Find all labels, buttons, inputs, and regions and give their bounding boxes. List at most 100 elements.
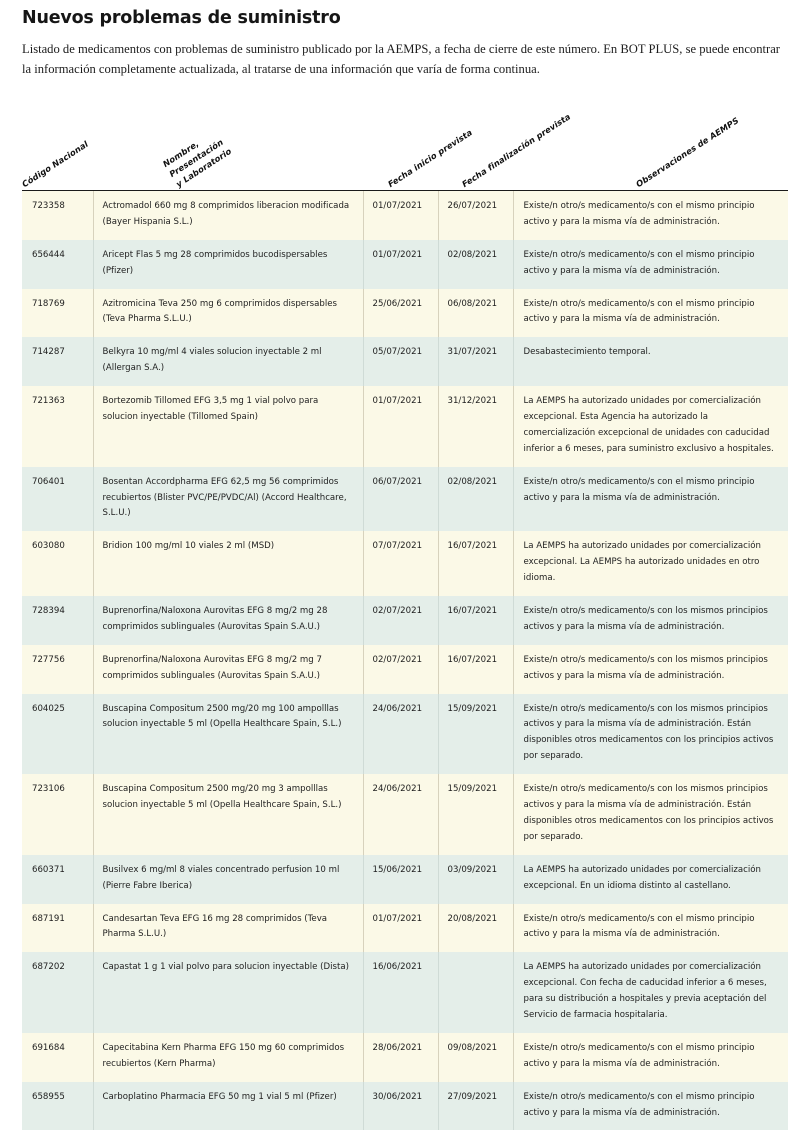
cell-fecha-finalizacion-prevista: 09/08/2021 [438, 1032, 514, 1082]
cell-observaciones-aemps: Existe/n otro/s medicamento/s con los mi… [513, 774, 788, 855]
column-header-nombre-presentacion-laboratorio: Nombre, Presentación y Laboratorio [160, 136, 234, 190]
cell-fecha-inicio-prevista: 24/06/2021 [363, 774, 439, 855]
cell-codigo-nacional: 723106 [22, 774, 94, 855]
cell-fecha-inicio-prevista: 01/07/2021 [363, 191, 439, 240]
cell-fecha-finalizacion-prevista: 26/07/2021 [438, 191, 514, 240]
cell-fecha-inicio-prevista: 15/06/2021 [363, 854, 439, 904]
table-row: 691684 Capecitabina Kern Pharma EFG 150 m… [22, 1032, 788, 1082]
cell-fecha-finalizacion-prevista: 02/08/2021 [438, 239, 514, 289]
cell-nombre-presentacion-laboratorio: Candesartan Teva EFG 16 mg 28 comprimido… [93, 903, 364, 953]
cell-fecha-finalizacion-prevista: 15/09/2021 [438, 774, 514, 855]
cell-nombre-presentacion-laboratorio: Bridion 100 mg/ml 10 viales 2 ml (MSD) [93, 531, 364, 597]
cell-observaciones-aemps: La AEMPS ha autorizado unidades por come… [513, 386, 788, 467]
cell-nombre-presentacion-laboratorio: Busilvex 6 mg/ml 8 viales concentrado pe… [93, 854, 364, 904]
cell-fecha-inicio-prevista: 25/06/2021 [363, 288, 439, 338]
cell-observaciones-aemps: Existe/n otro/s medicamento/s con los mi… [513, 693, 788, 775]
cell-nombre-presentacion-laboratorio: Buprenorfina/Naloxona Aurovitas EFG 8 mg… [93, 596, 364, 645]
table-row: 706401 Bosentan Accordpharma EFG 62,5 mg … [22, 466, 788, 532]
cell-codigo-nacional: 723358 [22, 191, 94, 240]
document-page: Nuevos problemas de suministro Listado d… [0, 8, 810, 1130]
cell-nombre-presentacion-laboratorio: Carboplatino Pharmacia EFG 50 mg 1 vial … [93, 1081, 364, 1130]
table-row: 721363 Bortezomib Tillomed EFG 3,5 mg 1 v… [22, 386, 788, 467]
cell-nombre-presentacion-laboratorio: Azitromicina Teva 250 mg 6 comprimidos d… [93, 288, 364, 338]
intro-paragraph: Listado de medicamentos con problemas de… [22, 42, 780, 76]
cell-nombre-presentacion-laboratorio: Bortezomib Tillomed EFG 3,5 mg 1 vial po… [93, 386, 364, 467]
cell-observaciones-aemps: Existe/n otro/s medicamento/s con el mis… [513, 1032, 788, 1082]
cell-fecha-inicio-prevista: 24/06/2021 [363, 693, 439, 775]
cell-fecha-finalizacion-prevista: 02/08/2021 [438, 466, 514, 532]
table-row: 723358 Actromadol 660 mg 8 comprimidos li… [22, 191, 788, 240]
cell-observaciones-aemps: La AEMPS ha autorizado unidades por come… [513, 952, 788, 1033]
table-row: 723106 Buscapina Compositum 2500 mg/20 mg… [22, 774, 788, 855]
cell-nombre-presentacion-laboratorio: Buscapina Compositum 2500 mg/20 mg 3 amp… [93, 774, 364, 855]
cell-fecha-finalizacion-prevista: 03/09/2021 [438, 854, 514, 904]
cell-observaciones-aemps: Desabastecimiento temporal. [513, 337, 788, 387]
cell-fecha-inicio-prevista: 06/07/2021 [363, 466, 439, 532]
cell-codigo-nacional: 656444 [22, 239, 94, 289]
cell-nombre-presentacion-laboratorio: Capecitabina Kern Pharma EFG 150 mg 60 c… [93, 1032, 364, 1082]
supply-problems-table-container: 723358 Actromadol 660 mg 8 comprimidos li… [22, 190, 788, 1130]
cell-nombre-presentacion-laboratorio: Aricept Flas 5 mg 28 comprimidos bucodis… [93, 239, 364, 289]
cell-codigo-nacional: 658955 [22, 1081, 94, 1130]
cell-nombre-presentacion-laboratorio: Actromadol 660 mg 8 comprimidos liberaci… [93, 191, 364, 240]
table-row: 658955 Carboplatino Pharmacia EFG 50 mg 1… [22, 1081, 788, 1130]
table-row: 714287 Belkyra 10 mg/ml 4 viales solucion… [22, 337, 788, 387]
table-body: 723358 Actromadol 660 mg 8 comprimidos li… [22, 191, 788, 1130]
cell-fecha-finalizacion-prevista: 16/07/2021 [438, 531, 514, 597]
table-row: 728394 Buprenorfina/Naloxona Aurovitas EF… [22, 596, 788, 645]
cell-codigo-nacional: 660371 [22, 854, 94, 904]
cell-fecha-finalizacion-prevista: 31/12/2021 [438, 386, 514, 467]
cell-nombre-presentacion-laboratorio: Buscapina Compositum 2500 mg/20 mg 100 a… [93, 693, 364, 775]
cell-fecha-inicio-prevista: 28/06/2021 [363, 1032, 439, 1082]
cell-fecha-inicio-prevista: 16/06/2021 [363, 952, 439, 1033]
cell-nombre-presentacion-laboratorio: Belkyra 10 mg/ml 4 viales solucion inyec… [93, 337, 364, 387]
cell-codigo-nacional: 687191 [22, 903, 94, 953]
cell-observaciones-aemps: Existe/n otro/s medicamento/s con el mis… [513, 466, 788, 532]
cell-observaciones-aemps: Existe/n otro/s medicamento/s con el mis… [513, 191, 788, 240]
cell-nombre-presentacion-laboratorio: Buprenorfina/Naloxona Aurovitas EFG 8 mg… [93, 644, 364, 694]
cell-observaciones-aemps: Existe/n otro/s medicamento/s con el mis… [513, 288, 788, 338]
cell-nombre-presentacion-laboratorio: Capastat 1 g 1 vial polvo para solucion … [93, 952, 364, 1033]
cell-fecha-inicio-prevista: 01/07/2021 [363, 239, 439, 289]
cell-observaciones-aemps: Existe/n otro/s medicamento/s con los mi… [513, 644, 788, 694]
cell-fecha-inicio-prevista: 01/07/2021 [363, 903, 439, 953]
cell-fecha-finalizacion-prevista: 06/08/2021 [438, 288, 514, 338]
column-header-codigo-nacional: Código Nacional [20, 138, 90, 190]
cell-observaciones-aemps: La AEMPS ha autorizado unidades por come… [513, 854, 788, 904]
cell-fecha-finalizacion-prevista: 31/07/2021 [438, 337, 514, 387]
page-title: Nuevos problemas de suministro [22, 8, 341, 28]
cell-codigo-nacional: 728394 [22, 596, 94, 645]
cell-observaciones-aemps: Existe/n otro/s medicamento/s con los mi… [513, 596, 788, 645]
table-row: 660371 Busilvex 6 mg/ml 8 viales concentr… [22, 854, 788, 904]
cell-fecha-finalizacion-prevista: 16/07/2021 [438, 644, 514, 694]
column-header-fecha-finalizacion-prevista: Fecha finalización prevista [460, 111, 573, 190]
cell-codigo-nacional: 603080 [22, 531, 94, 597]
cell-fecha-finalizacion-prevista: 20/08/2021 [438, 903, 514, 953]
supply-problems-table: 723358 Actromadol 660 mg 8 comprimidos li… [22, 191, 788, 1130]
cell-fecha-inicio-prevista: 02/07/2021 [363, 596, 439, 645]
cell-codigo-nacional: 714287 [22, 337, 94, 387]
cell-nombre-presentacion-laboratorio: Bosentan Accordpharma EFG 62,5 mg 56 com… [93, 466, 364, 532]
table-row: 656444 Aricept Flas 5 mg 28 comprimidos b… [22, 239, 788, 289]
table-row: 718769 Azitromicina Teva 250 mg 6 comprim… [22, 288, 788, 338]
cell-fecha-finalizacion-prevista: 27/09/2021 [438, 1081, 514, 1130]
cell-codigo-nacional: 721363 [22, 386, 94, 467]
table-row: 687191 Candesartan Teva EFG 16 mg 28 comp… [22, 903, 788, 953]
cell-fecha-inicio-prevista: 30/06/2021 [363, 1081, 439, 1130]
table-column-headers: Código Nacional Nombre, Presentación y L… [0, 96, 810, 190]
cell-codigo-nacional: 706401 [22, 466, 94, 532]
cell-fecha-finalizacion-prevista: 16/07/2021 [438, 596, 514, 645]
cell-observaciones-aemps: Existe/n otro/s medicamento/s con el mis… [513, 903, 788, 953]
cell-codigo-nacional: 687202 [22, 952, 94, 1033]
table-row: 687202 Capastat 1 g 1 vial polvo para sol… [22, 952, 788, 1033]
cell-observaciones-aemps: La AEMPS ha autorizado unidades por come… [513, 531, 788, 597]
column-header-observaciones-aemps: Observaciones de AEMPS [634, 115, 741, 190]
cell-observaciones-aemps: Existe/n otro/s medicamento/s con el mis… [513, 239, 788, 289]
table-row: 604025 Buscapina Compositum 2500 mg/20 mg… [22, 693, 788, 775]
cell-fecha-inicio-prevista: 05/07/2021 [363, 337, 439, 387]
cell-fecha-finalizacion-prevista [438, 952, 514, 1033]
cell-fecha-inicio-prevista: 07/07/2021 [363, 531, 439, 597]
table-row: 727756 Buprenorfina/Naloxona Aurovitas EF… [22, 644, 788, 694]
cell-fecha-finalizacion-prevista: 15/09/2021 [438, 693, 514, 775]
cell-codigo-nacional: 604025 [22, 693, 94, 775]
